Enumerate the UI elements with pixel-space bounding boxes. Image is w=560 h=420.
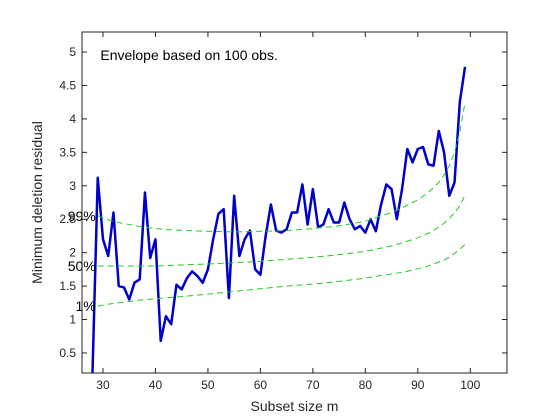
series-layer <box>91 66 467 374</box>
y-tick-label: 0.5 <box>59 346 76 360</box>
residual-series-line <box>91 66 467 374</box>
x-tick-label: 60 <box>254 378 268 392</box>
x-axis-ticks: 30 40 50 60 70 80 90 100 <box>96 32 481 392</box>
x-tick-label: 80 <box>359 378 373 392</box>
x-tick-label: 30 <box>96 378 110 392</box>
y-axis-label: Minimum deletion residual <box>29 121 45 284</box>
x-axis-label: Subset size m <box>251 398 339 414</box>
y-tick-label: 4.5 <box>59 78 76 92</box>
x-tick-label: 50 <box>201 378 215 392</box>
y-tick-label: 2 <box>69 246 76 260</box>
chart-annotation: Envelope based on 100 obs. <box>100 47 277 63</box>
envelope-label-1pct: 1% <box>76 298 96 314</box>
x-tick-label: 90 <box>411 378 425 392</box>
envelope-line-1pct <box>97 244 466 307</box>
plot-area <box>82 32 507 373</box>
envelope-line-99pct <box>97 102 466 233</box>
x-tick-label: 70 <box>306 378 320 392</box>
y-tick-label: 1.5 <box>59 279 76 293</box>
y-axis-ticks: 0.5 1 1.5 2 2.5 3 3.5 4 4.5 5 <box>59 45 507 360</box>
y-tick-label: 5 <box>69 45 76 59</box>
y-tick-label: 2.5 <box>59 212 76 226</box>
y-tick-label: 1 <box>69 313 76 327</box>
y-tick-label: 3 <box>69 179 76 193</box>
envelope-line-50pct <box>97 194 466 267</box>
y-tick-label: 4 <box>69 112 76 126</box>
x-tick-label: 40 <box>149 378 163 392</box>
y-tick-label: 3.5 <box>59 145 76 159</box>
x-tick-label: 100 <box>460 378 480 392</box>
